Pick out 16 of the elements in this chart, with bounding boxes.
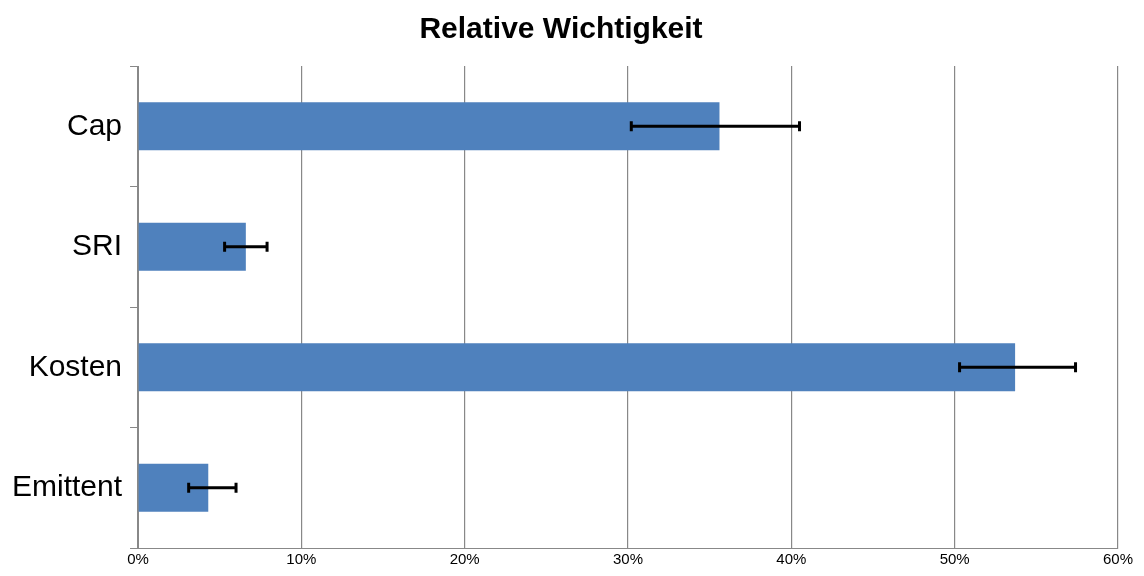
x-tick-label: 0%	[127, 550, 149, 568]
x-tick-label: 10%	[286, 550, 317, 568]
y-tick-label: Cap	[66, 107, 123, 141]
x-tick-label: 50%	[939, 550, 970, 568]
y-tick-label: Kosten	[28, 348, 123, 382]
x-tick-label: 30%	[613, 550, 644, 568]
chart-title: Relative Wichtigkeit	[419, 11, 703, 45]
x-tick-label: 60%	[1102, 550, 1134, 568]
bar	[138, 102, 720, 151]
x-tick-label: 20%	[449, 550, 480, 568]
bar	[138, 343, 1016, 392]
x-tick-label: 40%	[776, 550, 807, 568]
y-tick-label: Emittent	[11, 469, 123, 503]
bar	[138, 222, 246, 271]
y-tick-label: SRI	[72, 228, 123, 262]
bar	[138, 463, 209, 512]
